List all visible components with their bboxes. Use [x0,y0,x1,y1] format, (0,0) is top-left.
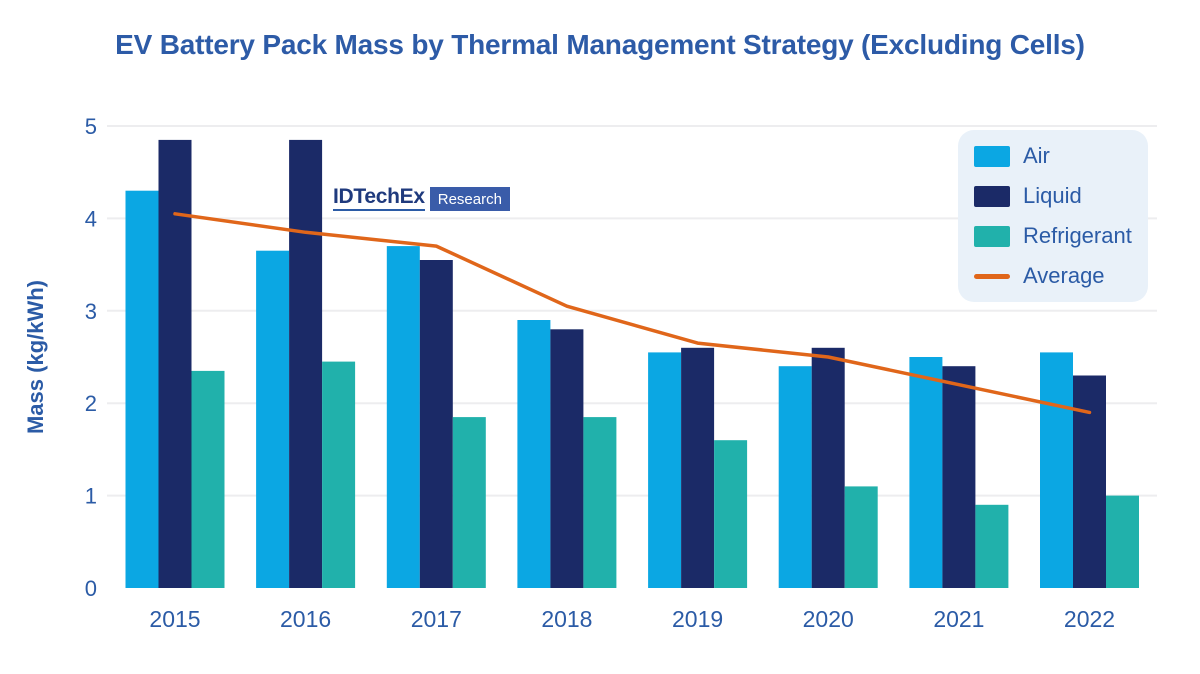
bar-air-2019 [648,352,682,588]
x-tick-label-2021: 2021 [933,606,984,632]
line-average [173,212,1092,415]
watermark-logo: IDTechEx Research [333,186,510,211]
x-tick-label-2022: 2022 [1064,606,1115,632]
legend-item-refrigerant: Refrigerant [974,216,1148,256]
x-tick-label-2019: 2019 [672,606,723,632]
air-series-swatch [974,145,1010,167]
bar-refrigerant-2021 [975,504,1009,588]
bar-liquid-2017 [419,260,453,588]
bar-refrigerant-2019 [714,440,748,588]
legend-label-average: Average [1023,263,1105,288]
bar-liquid-2015 [158,139,192,588]
legend-label-refrigerant: Refrigerant [1023,223,1132,248]
chart-legend: Air Liquid Refrigerant Average [958,130,1148,302]
y-tick-label-0: 0 [85,576,97,601]
legend-item-average: Average [974,256,1148,296]
bar-liquid-2020 [811,347,845,588]
chart-title: EV Battery Pack Mass by Thermal Manageme… [115,29,1085,60]
bar-air-2021 [909,357,943,588]
legend-item-air: Air [974,136,1148,176]
y-tick-label-1: 1 [85,484,97,509]
bar-refrigerant-2015 [191,370,225,588]
bar-liquid-2021 [942,366,976,588]
bar-liquid-2022 [1073,375,1106,588]
bar-air-2022 [1040,352,1073,588]
bar-refrigerant-2016 [322,361,356,588]
bar-air-2018 [517,320,551,588]
bar-refrigerant-2022 [1106,495,1139,588]
y-tick-label-2: 2 [85,391,97,416]
legend-label-air: Air [1023,143,1050,168]
legend-item-liquid: Liquid [974,176,1148,216]
y-tick-label-4: 4 [85,206,97,231]
bar-refrigerant-2017 [452,417,486,588]
y-tick-label-5: 5 [85,114,97,139]
bar-air-2016 [256,250,290,588]
bar-refrigerant-2020 [844,486,878,588]
refrigerant-series-swatch [974,225,1010,247]
bar-liquid-2018 [550,329,584,588]
bar-liquid-2019 [681,347,715,588]
watermark-brand-text: IDTechEx [333,186,425,211]
x-tick-label-2017: 2017 [411,606,462,632]
x-tick-label-2015: 2015 [149,606,200,632]
x-tick-label-2016: 2016 [280,606,331,632]
bar-air-2020 [778,366,812,588]
bar-air-2015 [125,190,159,588]
y-tick-label-3: 3 [85,299,97,324]
x-tick-label-2018: 2018 [541,606,592,632]
y-axis-title: Mass (kg/kWh) [23,280,48,434]
liquid-series-swatch [974,185,1010,207]
average-line-swatch [974,273,1010,279]
bar-air-2017 [386,246,420,588]
bar-liquid-2016 [289,139,323,588]
bar-refrigerant-2018 [583,417,617,588]
x-tick-label-2020: 2020 [803,606,854,632]
legend-label-liquid: Liquid [1023,183,1082,208]
watermark-tag-badge: Research [429,187,510,211]
